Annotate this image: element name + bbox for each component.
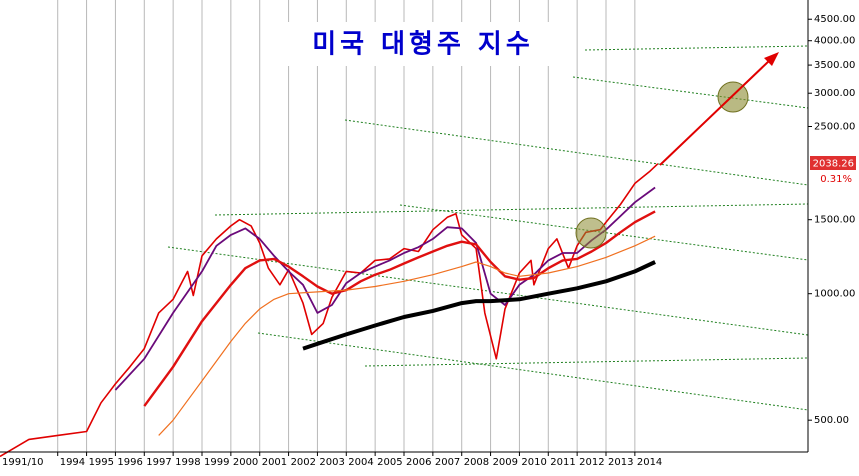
x-tick-label: 1991/10 xyxy=(2,457,44,468)
y-tick-label: 4500.00 xyxy=(814,14,855,25)
y-tick-label: 2500.00 xyxy=(814,121,855,132)
x-tick-label: 2005 xyxy=(377,457,402,468)
trend-lines xyxy=(167,45,809,411)
y-tick-label: 500.00 xyxy=(814,415,849,426)
series-line xyxy=(302,260,656,351)
series-line xyxy=(158,235,656,436)
y-tick-label: 1500.00 xyxy=(814,215,855,226)
last-value-label: 2038.26 xyxy=(813,159,854,170)
trend-line xyxy=(364,357,809,367)
x-tick-label: 2000 xyxy=(233,457,258,468)
trend-line xyxy=(572,76,809,109)
y-tick-label: 1000.00 xyxy=(814,289,855,300)
arrow-head xyxy=(764,52,779,66)
x-tick-label: 2013 xyxy=(608,457,633,468)
x-tick-label: 2003 xyxy=(319,457,344,468)
x-tick-label: 2009 xyxy=(493,457,518,468)
x-tick-label: 2012 xyxy=(579,457,604,468)
highlight-circle xyxy=(575,217,607,249)
y-tick-label: 3000.00 xyxy=(814,88,855,99)
x-tick-label: 2011 xyxy=(550,457,575,468)
x-tick-label: 1995 xyxy=(89,457,114,468)
x-tick-label: 2002 xyxy=(291,457,316,468)
x-tick-label: 2010 xyxy=(521,457,546,468)
forecast-arrow xyxy=(659,59,771,166)
y-tick-label: 4000.00 xyxy=(814,36,855,47)
x-tick-label: 2006 xyxy=(406,457,431,468)
series xyxy=(0,163,659,458)
x-tick-label: 1997 xyxy=(146,457,171,468)
change-label: 0.31% xyxy=(820,174,852,185)
trend-line xyxy=(214,203,809,216)
x-tick-label: 1998 xyxy=(175,457,200,468)
x-tick-label: 1999 xyxy=(204,457,229,468)
x-tick-label: 1994 xyxy=(60,457,85,468)
trend-line xyxy=(257,332,809,411)
series-line xyxy=(143,210,656,407)
x-tick-label: 1996 xyxy=(117,457,142,468)
trend-line xyxy=(584,45,809,51)
chart-title: 미국 대형주 지수 xyxy=(312,30,534,60)
x-tick-label: 2008 xyxy=(464,457,489,468)
last-value-box xyxy=(810,156,856,170)
x-tick-label: 2001 xyxy=(262,457,287,468)
series-line xyxy=(114,186,656,391)
title-box xyxy=(287,22,559,66)
grid xyxy=(57,0,812,456)
y-tick-label: 3500.00 xyxy=(814,60,855,71)
x-tick-label: 2007 xyxy=(435,457,460,468)
trend-line xyxy=(344,119,809,186)
x-tick-label: 2014 xyxy=(637,457,662,468)
x-tick-label: 2004 xyxy=(348,457,373,468)
